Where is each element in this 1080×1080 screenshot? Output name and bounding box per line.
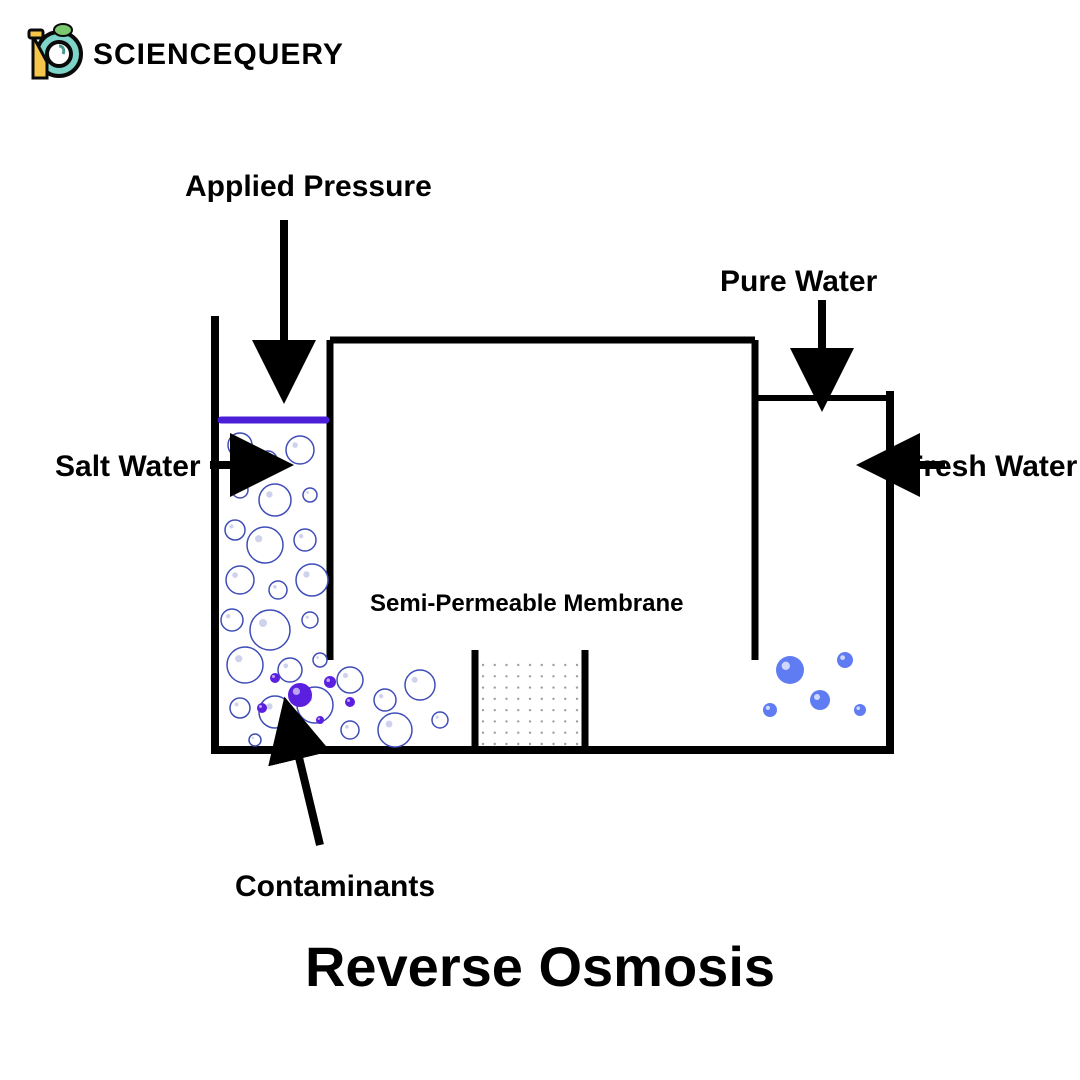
osmosis-diagram [0, 0, 1080, 1080]
label-pure-water: Pure Water [720, 265, 877, 299]
diagram-stage: SCIENCEQUERY Applied Pressure Pure Water… [0, 0, 1080, 1080]
diagram-title: Reverse Osmosis [0, 934, 1080, 999]
label-salt-water: Salt Water [55, 450, 201, 484]
label-membrane: Semi-Permeable Membrane [370, 590, 683, 618]
label-applied-pressure: Applied Pressure [185, 170, 432, 204]
label-contaminants: Contaminants [235, 870, 435, 904]
label-fresh-water: Fresh Water [905, 450, 1077, 484]
